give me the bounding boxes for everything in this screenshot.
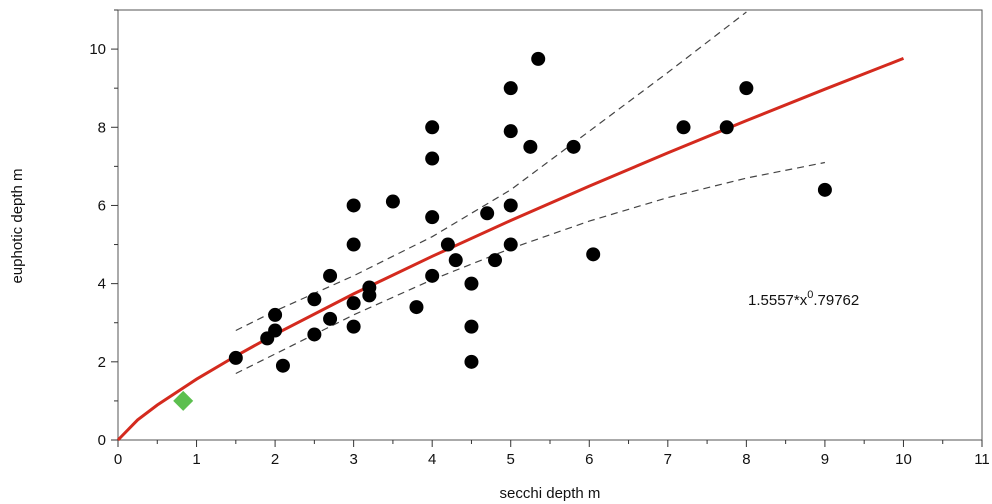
fit-equation: 1.5557*x0.79762 (748, 289, 859, 309)
y-tick-label: 6 (98, 197, 106, 214)
data-point (464, 354, 479, 369)
data-point (275, 358, 290, 373)
data-point (323, 268, 338, 283)
confidence-band-upper (235, 11, 747, 332)
x-tick-label: 1 (192, 451, 200, 468)
confidence-band-lower (235, 161, 826, 375)
x-tick-label: 0 (114, 451, 122, 468)
x-tick-label: 6 (585, 451, 593, 468)
data-point (425, 120, 440, 135)
x-tick-label: 5 (507, 451, 515, 468)
x-tick-label: 7 (664, 451, 672, 468)
data-point (346, 198, 361, 213)
data-point (503, 124, 518, 139)
data-point (385, 194, 400, 209)
data-point (346, 237, 361, 252)
x-tick-label: 9 (821, 451, 829, 468)
data-point (268, 323, 283, 338)
data-point (464, 276, 479, 291)
data-point (480, 206, 495, 221)
plot-frame (117, 9, 983, 441)
x-axis-label: secchi depth m (500, 485, 601, 502)
data-point (425, 151, 440, 166)
equation-base: 1.5557*x (748, 292, 808, 309)
data-point (531, 51, 546, 66)
data-point (448, 253, 463, 268)
data-point (425, 268, 440, 283)
data-point (566, 139, 581, 154)
x-tick-label: 11 (974, 451, 990, 468)
data-point (346, 296, 361, 311)
data-point (586, 247, 601, 262)
data-point (817, 182, 832, 197)
x-tick-label: 10 (895, 451, 912, 468)
data-point (307, 327, 322, 342)
data-point (503, 81, 518, 96)
data-point (307, 292, 322, 307)
data-point (228, 350, 243, 365)
data-point (268, 307, 283, 322)
data-point (323, 311, 338, 326)
data-point (346, 319, 361, 334)
data-point (464, 319, 479, 334)
reference-marker (173, 390, 194, 411)
data-point (503, 237, 518, 252)
y-tick-label: 2 (98, 354, 106, 371)
x-tick-label: 3 (349, 451, 357, 468)
equation-exponent: .79762 (813, 292, 859, 309)
y-tick-label: 8 (98, 119, 106, 136)
data-point (503, 198, 518, 213)
y-tick-label: 0 (98, 432, 106, 449)
data-point (362, 288, 377, 303)
data-point (425, 210, 440, 225)
data-point (409, 300, 424, 315)
x-tick-label: 2 (271, 451, 279, 468)
data-point (676, 120, 691, 135)
data-point (523, 139, 538, 154)
data-point (440, 237, 455, 252)
x-tick-label: 8 (742, 451, 750, 468)
data-point (739, 81, 754, 96)
data-point (488, 253, 503, 268)
y-axis-label: euphotic depth m (9, 168, 26, 283)
equation-superscript: 0 (807, 289, 813, 301)
data-point (719, 120, 734, 135)
x-tick-label: 4 (428, 451, 436, 468)
y-tick-label: 4 (98, 276, 106, 293)
y-tick-label: 10 (89, 41, 106, 58)
